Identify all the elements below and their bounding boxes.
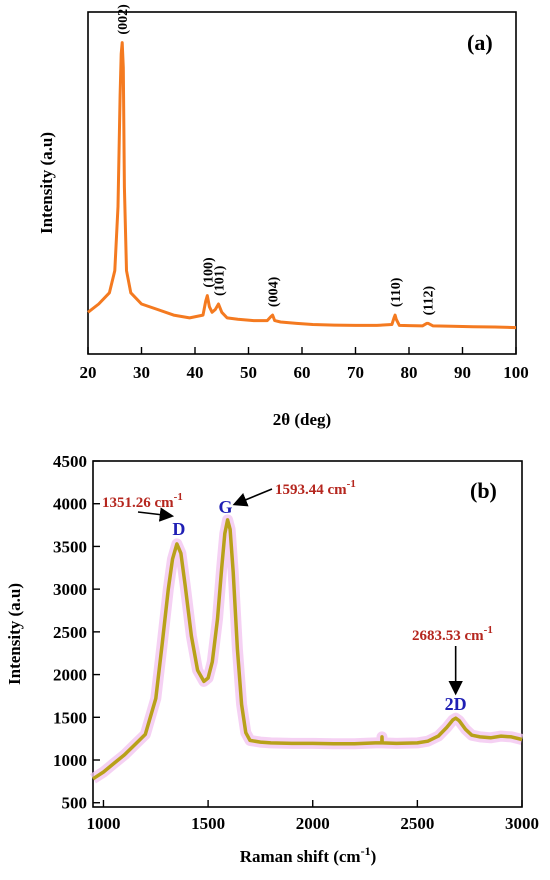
x-tick-label: 100 — [503, 363, 529, 382]
panel-b-x-axis-title-end: ) — [371, 847, 377, 866]
raman-spectrum-glow — [90, 514, 524, 784]
peak-label: (100) — [201, 257, 216, 288]
x-tick-label: 80 — [401, 363, 418, 382]
xrd-pattern-line — [87, 41, 517, 330]
panel-b-plot-frame — [92, 460, 523, 808]
x-tick-label: 2500 — [400, 814, 434, 833]
x-tick-label: 50 — [240, 363, 257, 382]
x-tick-label: 70 — [347, 363, 364, 382]
panel-b-x-axis-title-main: Raman shift (cm — [240, 847, 361, 866]
y-tick-label: 4500 — [53, 452, 87, 471]
peak-label: (004) — [267, 276, 282, 307]
panel-a-peak-labels: (002) (100)(101) (004) (110) (112) — [116, 4, 436, 315]
x-tick-label: 1500 — [191, 814, 225, 833]
peak-label: (112) — [422, 286, 437, 316]
panel-b: 1000 1500 2000 2500 300050010001500200025003… — [5, 452, 539, 866]
y-tick-label: 4000 — [53, 495, 87, 514]
panel-b-series — [90, 514, 524, 784]
y-tick-label: 2500 — [53, 623, 87, 642]
x-tick-label: 2000 — [296, 814, 330, 833]
panel-a-plot-frame — [87, 11, 517, 355]
panel-a-x-axis-title: 2θ (deg) — [273, 410, 331, 429]
y-tick-label: 2000 — [53, 666, 87, 685]
panel-b-ticks: 1000 1500 2000 2500 300050010001500200025003… — [53, 452, 539, 833]
annotation-arrow — [232, 488, 273, 507]
x-tick-label: 3000 — [505, 814, 539, 833]
y-tick-label: 1000 — [53, 751, 87, 770]
y-tick-label: 500 — [62, 794, 88, 813]
panel-a-label: (a) — [467, 30, 493, 55]
raman-spectrum-line — [92, 518, 523, 781]
panel-a-y-axis-title: Intensity (a.u) — [37, 132, 56, 234]
panel-b-x-axis-title: Raman shift (cm-1) — [240, 844, 377, 866]
x-tick-label: 60 — [294, 363, 311, 382]
panel-a-x-ticks: 20 30 40 50 60 70 80 90 100 — [80, 347, 529, 382]
peak-label: (002) — [116, 4, 131, 35]
y-tick-label: 3000 — [53, 580, 87, 599]
x-tick-label: 30 — [133, 363, 150, 382]
panel-b-label: (b) — [470, 478, 497, 503]
annotation-band: 2D — [445, 694, 467, 714]
annotation-arrow — [137, 507, 175, 522]
y-tick-label: 1500 — [53, 708, 87, 727]
x-tick-label: 1000 — [86, 814, 120, 833]
x-tick-label: 90 — [454, 363, 471, 382]
annotation-value: 2683.53 cm-1 — [412, 624, 493, 644]
peak-label: (101) — [213, 265, 228, 296]
y-tick-label: 3500 — [53, 537, 87, 556]
annotation-band: D — [172, 519, 185, 539]
panel-a: 20 30 40 50 60 70 80 90 100 (002) (100)(101) (004)… — [37, 4, 529, 429]
annotation-value: 1351.26 cm-1 — [102, 491, 183, 511]
panel-b-annotations: D 1351.26 cm-1 G 1593.44 cm-1 2D 2683.53 cm-1 — [102, 478, 493, 714]
panel-b-y-axis-title: Intensity (a.u) — [5, 583, 24, 685]
x-tick-label: 20 — [80, 363, 97, 382]
x-tick-label: 40 — [187, 363, 204, 382]
annotation-value: 1593.44 cm-1 — [275, 478, 356, 498]
panel-a-series — [87, 41, 517, 330]
panel-b-x-axis-title-sup: -1 — [361, 844, 371, 858]
peak-label: (110) — [389, 277, 404, 307]
annotation-band: G — [219, 497, 233, 517]
